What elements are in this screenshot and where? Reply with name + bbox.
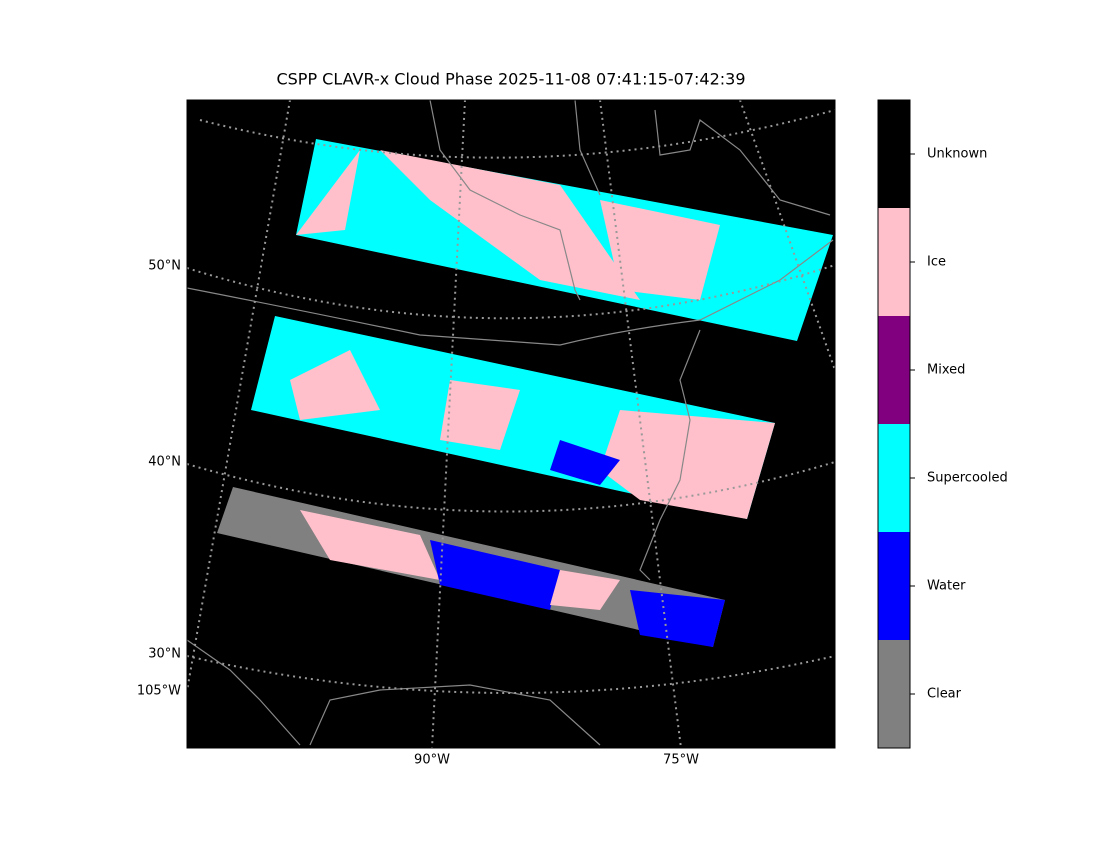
colorbar-label: Ice — [927, 255, 946, 270]
colorbar-label: Clear — [927, 687, 962, 702]
graticule — [431, 100, 466, 748]
colorbar-segment — [878, 316, 910, 424]
colorbar-frame — [877, 99, 911, 749]
cloud-region — [550, 570, 620, 610]
cloud-region — [300, 510, 440, 580]
cloud-region — [550, 440, 620, 485]
lat-label: 50°N — [148, 259, 181, 274]
lat-label: 30°N — [148, 647, 181, 662]
cloud-region — [630, 590, 725, 647]
cloud-region — [290, 350, 380, 420]
lon-label: 105°W — [137, 684, 181, 699]
colorbar-segment — [878, 640, 910, 748]
colorbar-label: Water — [927, 579, 966, 594]
graticule — [187, 100, 291, 692]
lon-label: 75°W — [663, 753, 699, 768]
colorbar-segment — [878, 100, 910, 208]
colorbar-segment — [878, 208, 910, 316]
colorbar-segment — [878, 532, 910, 640]
cloud-region — [380, 150, 640, 300]
colorbar-label: Mixed — [927, 363, 965, 378]
lat-label: 40°N — [148, 455, 181, 470]
lon-label: 90°W — [414, 753, 450, 768]
colorbar-label: Supercooled — [927, 471, 1008, 486]
map-frame — [186, 99, 836, 749]
colorbar-segment — [878, 424, 910, 532]
graticule — [599, 100, 682, 748]
title: CSPP CLAVR-x Cloud Phase 2025-11-08 07:4… — [276, 70, 745, 89]
colorbar: Unknown Ice Mixed Supercooled Water Clear — [877, 99, 1008, 749]
coastline — [187, 100, 834, 746]
cloud-region — [430, 540, 560, 610]
cloud-region — [600, 200, 720, 300]
cloud-region — [440, 380, 520, 450]
colorbar-label: Unknown — [927, 147, 987, 162]
map — [186, 99, 836, 749]
cloud-region — [296, 150, 360, 235]
map-labels: 50°N 40°N 30°N 105°W 90°W 75°W — [137, 259, 699, 768]
cloud-region — [600, 410, 775, 519]
